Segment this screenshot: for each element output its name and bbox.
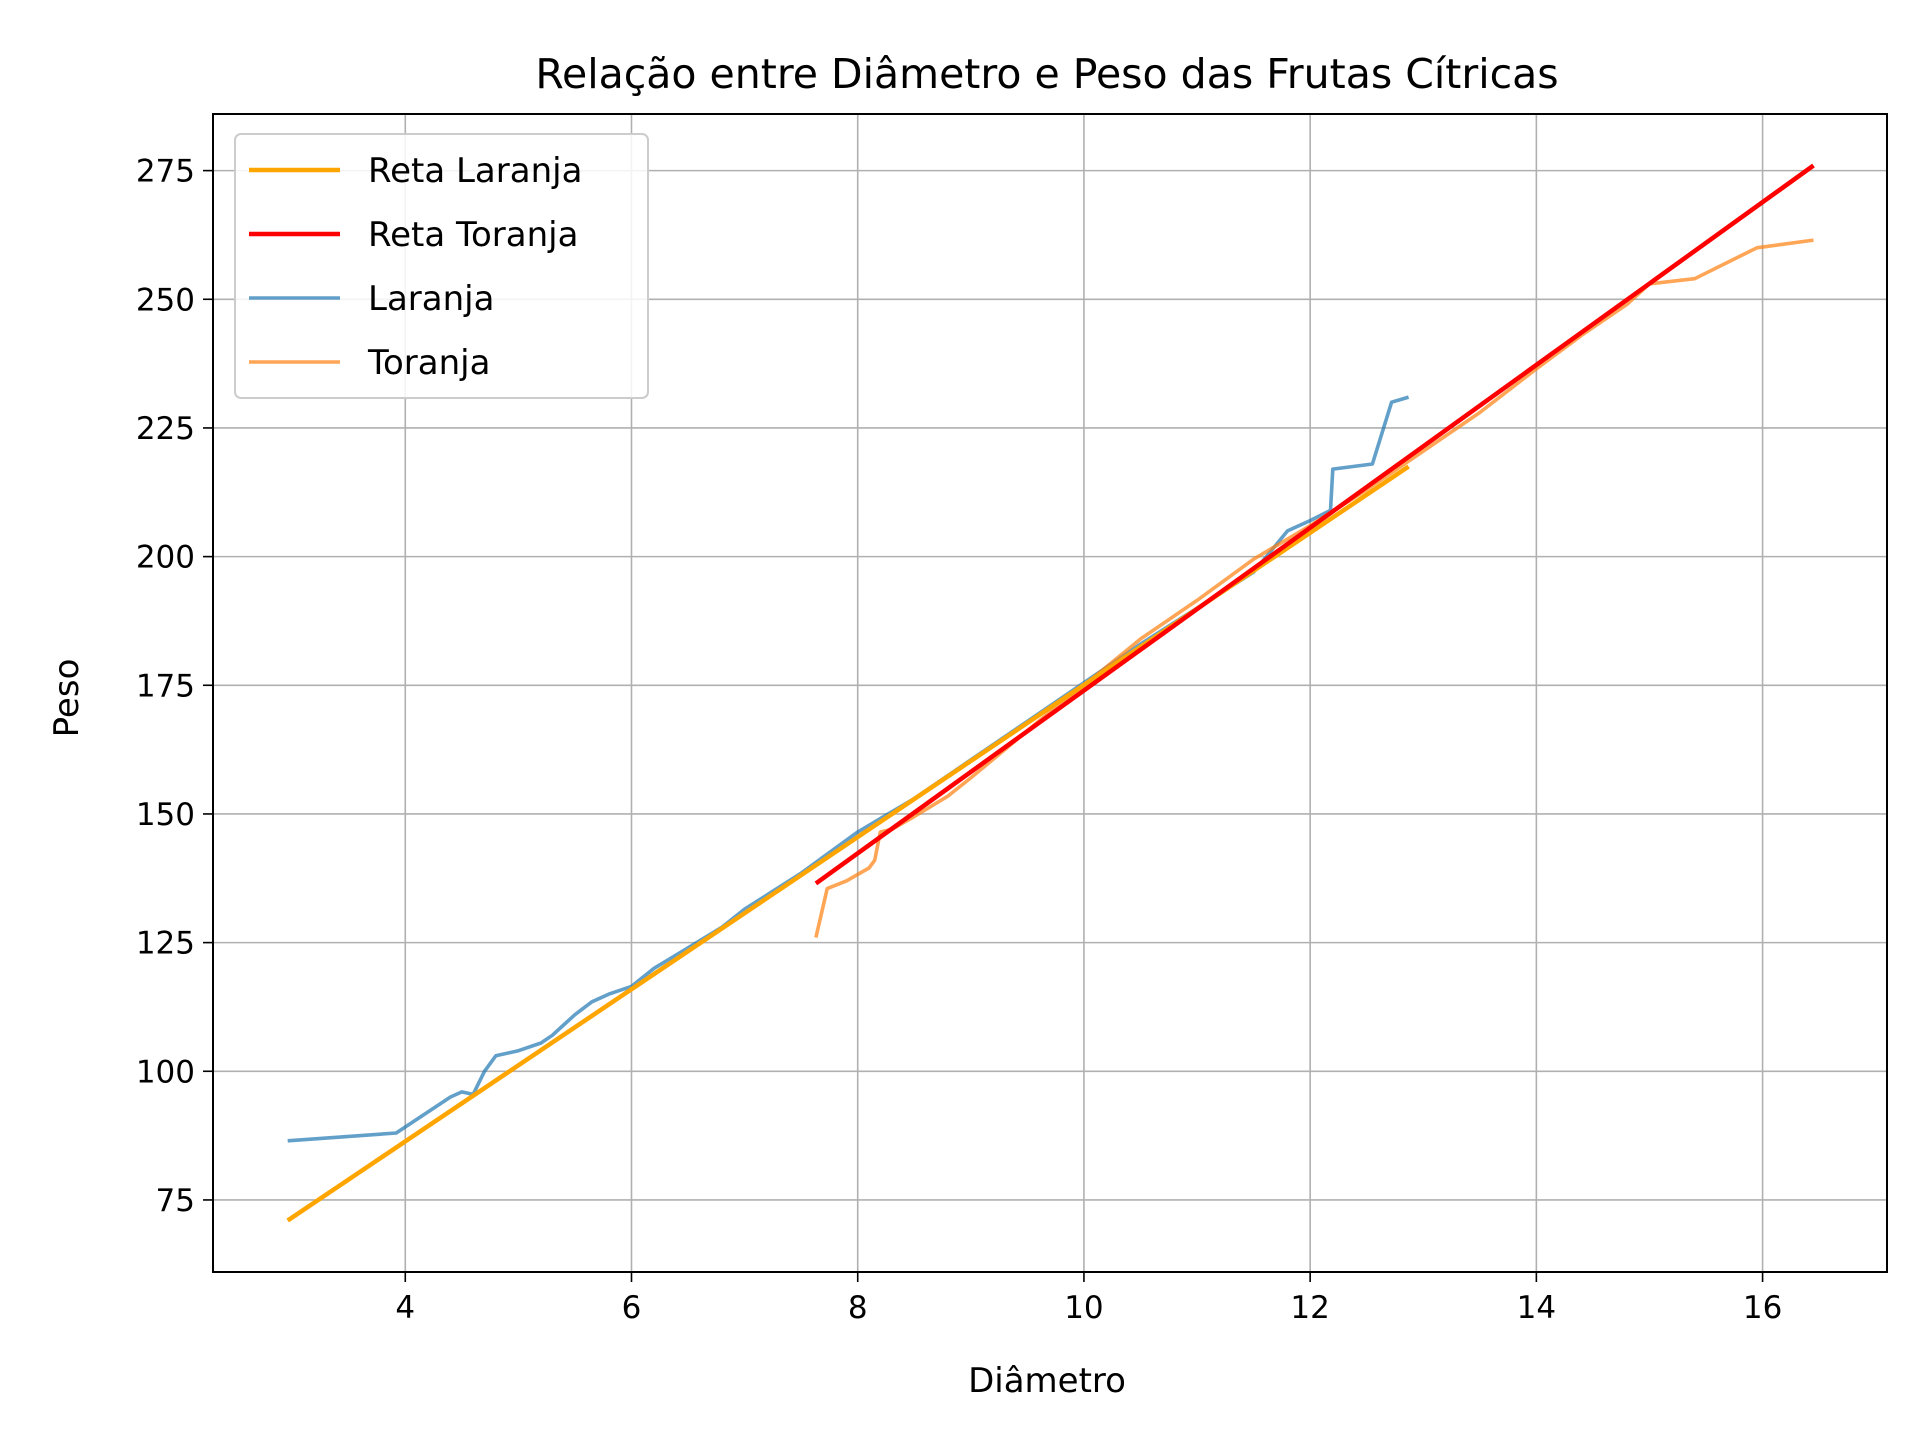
y-tick-label: 250 bbox=[136, 282, 195, 318]
y-tick-label: 125 bbox=[136, 926, 195, 962]
y-tick-label: 75 bbox=[156, 1183, 195, 1219]
y-tick-label: 200 bbox=[136, 540, 195, 576]
y-axis-label: Peso bbox=[47, 659, 87, 738]
series-line-toranja bbox=[814, 238, 1814, 938]
legend: Reta Laranja Reta Toranja Laranja Toranja bbox=[234, 133, 649, 399]
legend-label-toranja: Toranja bbox=[367, 343, 490, 383]
y-tick-label: 100 bbox=[136, 1054, 195, 1090]
plot-area-frame bbox=[212, 113, 1888, 1273]
legend-label-laranja: Laranja bbox=[368, 279, 494, 319]
y-tick-label: 225 bbox=[136, 411, 195, 447]
x-tick-label: 12 bbox=[1290, 1290, 1329, 1326]
tick-layer: 4 6 8 10 12 14 16 75 100 125 150 175 200 225 250 275 bbox=[136, 154, 1782, 1326]
legend-label-reta-toranja: Reta Toranja bbox=[368, 215, 578, 255]
x-tick-label: 6 bbox=[622, 1290, 642, 1326]
legend-box bbox=[234, 133, 649, 399]
legend-label-reta-laranja: Reta Laranja bbox=[368, 151, 582, 191]
x-tick-label: 10 bbox=[1064, 1290, 1103, 1326]
x-axis-label: Diâmetro bbox=[968, 1361, 1126, 1401]
y-tick-label: 275 bbox=[136, 154, 195, 190]
x-tick-label: 8 bbox=[848, 1290, 868, 1326]
x-tick-label: 16 bbox=[1743, 1290, 1782, 1326]
x-tick-label: 14 bbox=[1517, 1290, 1556, 1326]
x-tick-label: 4 bbox=[395, 1290, 415, 1326]
series-layer bbox=[286, 163, 1815, 1223]
y-tick-label: 175 bbox=[136, 668, 195, 704]
series-line-reta-toranja bbox=[814, 163, 1815, 886]
chart-title: Relação entre Diâmetro e Peso das Frutas… bbox=[535, 50, 1558, 98]
y-tick-label: 150 bbox=[136, 797, 195, 833]
grid-layer bbox=[213, 114, 1887, 1272]
